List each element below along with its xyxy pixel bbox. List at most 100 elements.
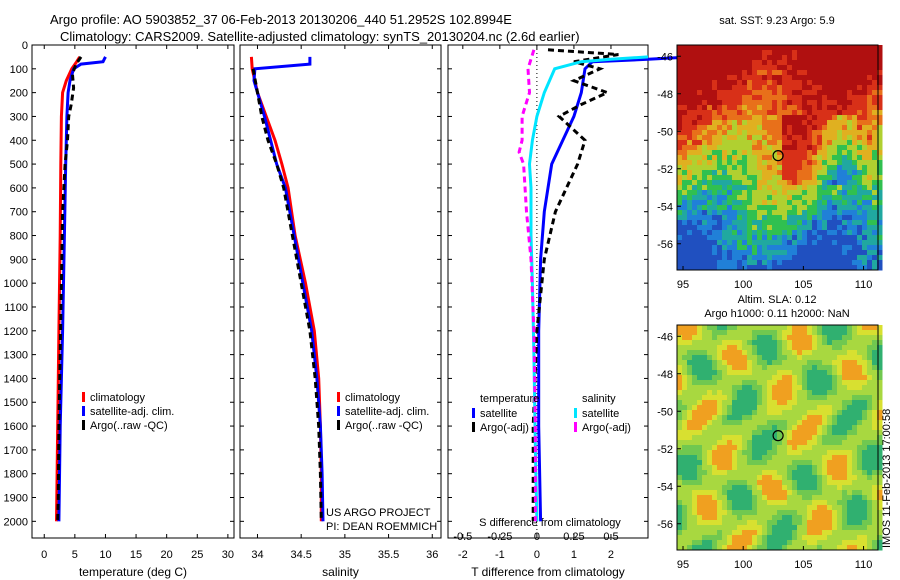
heatmap-cell [852,135,858,141]
heatmap-cell [762,45,768,51]
heatmap-cell [692,395,698,401]
heatmap-cell [857,120,863,126]
heatmap-cell [782,460,788,466]
heatmap-cell [832,515,838,521]
heatmap-cell [792,185,798,191]
heatmap-cell [737,420,743,426]
heatmap-cell [847,105,853,111]
heatmap-cell [802,375,808,381]
heatmap-cell [867,335,873,341]
heatmap-cell [732,415,738,421]
heatmap-cell [742,235,748,241]
heatmap-cell [717,400,723,406]
heatmap-cell [737,255,743,261]
heatmap-cell [817,525,823,531]
heatmap-cell [737,205,743,211]
heatmap-cell [807,505,813,511]
heatmap-cell [837,55,843,61]
heatmap-cell [847,50,853,56]
heatmap-cell [877,120,883,126]
heatmap-cell [852,485,858,491]
heatmap-cell [792,395,798,401]
heatmap-cell [837,440,843,446]
heatmap-cell [837,180,843,186]
heatmap-cell [752,65,758,71]
heatmap-cell [747,390,753,396]
heatmap-cell [762,90,768,96]
heatmap-cell [737,440,743,446]
heatmap-cell [842,350,848,356]
heatmap-cell [682,390,688,396]
heatmap-cell [857,345,863,351]
x-tick-label: 0 [534,549,540,561]
heatmap-cell [692,200,698,206]
heatmap-cell [807,215,813,221]
heatmap-cell [827,130,833,136]
heatmap-cell [877,485,883,491]
heatmap-cell [787,240,793,246]
heatmap-cell [872,75,878,81]
heatmap-cell [752,75,758,81]
heatmap-cell [872,210,878,216]
heatmap-cell [807,235,813,241]
heatmap-cell [837,240,843,246]
heatmap-cell [717,185,723,191]
heatmap-cell [762,465,768,471]
heatmap-cell [697,65,703,71]
heatmap-cell [787,405,793,411]
heatmap-cell [822,170,828,176]
heatmap-cell [707,520,713,526]
heatmap-cell [837,120,843,126]
heatmap-cell [782,360,788,366]
heatmap-cell [687,230,693,236]
heatmap-cell [732,75,738,81]
series-line-satellite [527,55,649,522]
heatmap-cell [807,240,813,246]
heatmap-cell [817,335,823,341]
heatmap-cell [862,130,868,136]
heatmap-cell [852,220,858,226]
heatmap-cell [702,410,708,416]
heatmap-cell [732,55,738,61]
heatmap-cell [762,235,768,241]
heatmap-cell [747,250,753,256]
heatmap-cell [807,350,813,356]
heatmap-cell [842,495,848,501]
heatmap-cell [837,215,843,221]
heatmap-cell [692,185,698,191]
heatmap-cell [837,235,843,241]
heatmap-cell [817,515,823,521]
heatmap-cell [832,350,838,356]
heatmap-cell [702,235,708,241]
heatmap-cell [857,235,863,241]
heatmap-cell [857,365,863,371]
heatmap-cell [727,390,733,396]
heatmap-cell [807,545,813,551]
heatmap-cell [677,55,683,61]
heatmap-cell [732,45,738,51]
heatmap-cell [767,350,773,356]
heatmap-cell [777,170,783,176]
heatmap-cell [722,145,728,151]
heatmap-cell [727,90,733,96]
heatmap-cell [737,390,743,396]
heatmap-cell [682,485,688,491]
heatmap-cell [687,110,693,116]
heatmap-cell [767,130,773,136]
heatmap-cell [742,60,748,66]
heatmap-cell [822,125,828,131]
heatmap-cell [707,210,713,216]
heatmap-cell [732,350,738,356]
heatmap-cell [727,355,733,361]
heatmap-cell [852,455,858,461]
heatmap-cell [787,525,793,531]
heatmap-cell [772,345,778,351]
heatmap-cell [737,360,743,366]
heatmap-cell [737,250,743,256]
heatmap-cell [842,505,848,511]
heatmap-cell [877,510,883,516]
heatmap-cell [877,70,883,76]
heatmap-cell [677,325,683,331]
heatmap-cell [702,475,708,481]
heatmap-cell [802,415,808,421]
